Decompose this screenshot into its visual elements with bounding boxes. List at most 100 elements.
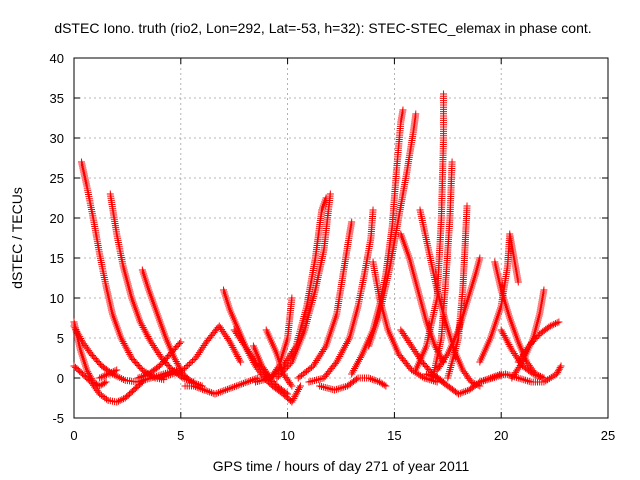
data-point [189, 357, 197, 365]
data-point [554, 367, 562, 375]
series-trace [476, 230, 522, 366]
data-point [102, 378, 110, 386]
data-point [239, 379, 247, 387]
data-point [515, 363, 523, 371]
data-point [70, 322, 78, 330]
data-point [244, 347, 252, 355]
data-point [118, 375, 126, 383]
data-point [538, 373, 546, 381]
data-point [422, 370, 430, 378]
data-point [326, 190, 334, 198]
data-point [367, 375, 375, 383]
series-trace [348, 106, 407, 378]
data-point [437, 361, 445, 369]
data-point [102, 371, 110, 379]
data-point [94, 388, 102, 396]
data-point [315, 353, 323, 361]
data-point [138, 366, 146, 374]
data-point [85, 369, 93, 377]
data-point [198, 345, 206, 353]
data-point [554, 368, 562, 376]
data-point [235, 354, 243, 362]
data-point [237, 337, 245, 345]
data-point [544, 376, 552, 384]
data-point [365, 374, 373, 382]
data-point [431, 373, 439, 381]
y-tick-label: 5 [57, 331, 64, 346]
data-point [439, 357, 447, 365]
data-point [187, 359, 195, 366]
data-point [234, 381, 242, 389]
data-point [382, 382, 390, 390]
x-tick-label: 0 [70, 428, 77, 443]
data-point [247, 351, 255, 359]
series-trace [134, 338, 185, 382]
data-point [440, 90, 448, 98]
data-point [348, 218, 356, 226]
data-point [370, 376, 378, 384]
data-point [438, 359, 446, 367]
data-point [199, 385, 207, 393]
data-point [314, 355, 322, 363]
data-point [498, 371, 506, 379]
data-point [227, 340, 235, 348]
data-point [415, 371, 423, 379]
data-point [225, 336, 233, 344]
data-point [234, 353, 242, 361]
data-point [507, 344, 515, 352]
series-trace [273, 190, 334, 382]
data-point [406, 340, 414, 348]
data-point [433, 366, 441, 374]
data-point [535, 372, 543, 380]
data-point [207, 389, 215, 397]
data-point [104, 370, 112, 378]
data-point [195, 384, 203, 392]
data-point [113, 398, 121, 406]
data-point [174, 361, 182, 369]
data-point [462, 387, 470, 395]
data-point [234, 331, 242, 339]
data-point [173, 359, 181, 367]
data-point [523, 377, 531, 385]
data-point [175, 340, 183, 347]
data-point [351, 365, 359, 373]
data-point [195, 349, 203, 357]
x-tick-label: 15 [387, 428, 401, 443]
data-point [119, 375, 127, 383]
data-point [288, 382, 296, 390]
data-point [403, 335, 411, 343]
data-point [516, 375, 524, 383]
data-point [399, 106, 407, 114]
data-point [140, 325, 148, 333]
data-point [510, 370, 518, 378]
data-point [141, 327, 149, 335]
data-point [312, 358, 320, 366]
data-point [348, 370, 356, 378]
data-point [310, 360, 318, 368]
data-point [138, 373, 146, 381]
data-point [510, 350, 518, 358]
data-point [175, 367, 183, 375]
data-point [285, 353, 293, 361]
data-point [136, 373, 144, 381]
data-point [247, 377, 255, 385]
data-point [518, 375, 526, 383]
data-point [274, 372, 282, 380]
data-point [117, 334, 125, 342]
data-point [353, 361, 361, 369]
data-point [557, 362, 565, 370]
data-point [241, 342, 249, 350]
data-point [282, 364, 290, 372]
data-point [200, 386, 208, 394]
data-point [353, 375, 361, 383]
y-tick-label: 30 [50, 131, 64, 146]
data-point [276, 371, 284, 379]
data-point [506, 342, 514, 350]
data-point [174, 368, 182, 376]
data-point [338, 384, 346, 392]
data-point [206, 388, 214, 396]
data-point [149, 342, 157, 350]
data-point [518, 353, 526, 361]
data-point [286, 351, 294, 359]
data-point [137, 320, 145, 328]
